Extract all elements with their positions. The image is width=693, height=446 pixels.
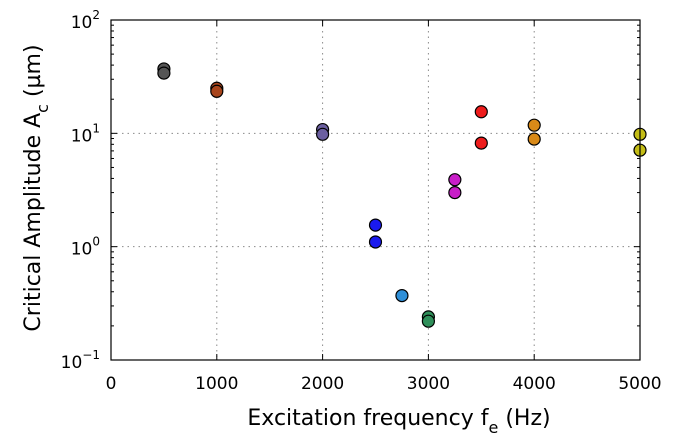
y-tick-label: 101 (71, 121, 100, 146)
x-axis-title-main: Excitation frequency f (247, 406, 489, 431)
x-axis-title-unit: (Hz) (498, 406, 550, 431)
y-axis-title: Critical Amplitude Ac (µm) (21, 44, 52, 331)
data-point (368, 218, 383, 232)
data-point (421, 314, 435, 328)
axis-ticks (110, 19, 641, 361)
y-axis-title-subscript: c (33, 104, 52, 113)
data-points (157, 62, 647, 328)
data-point (474, 136, 488, 150)
plot-frame (110, 19, 641, 361)
grid-lines (111, 20, 640, 360)
y-tick-labels: 10−1 100 101 102 (61, 8, 100, 373)
x-axis-title: Excitation frequency fe (Hz) (247, 406, 550, 437)
data-point (210, 84, 224, 98)
x-axis-title-subscript: e (488, 418, 498, 437)
y-tick-label: 10−1 (61, 348, 100, 373)
x-tick-label: 5000 (618, 374, 661, 394)
y-axis-title-main: Critical Amplitude A (21, 113, 46, 332)
x-tick-label: 3000 (407, 374, 450, 394)
x-tick-labels: 0 1000 2000 3000 4000 5000 (106, 374, 662, 394)
x-tick-label: 4000 (513, 374, 556, 394)
x-tick-label: 1000 (195, 374, 238, 394)
y-axis-title-unit: (µm) (21, 44, 46, 104)
data-point (448, 185, 462, 200)
x-tick-label: 0 (106, 374, 117, 394)
data-point (448, 173, 462, 187)
y-tick-label: 102 (71, 8, 100, 33)
data-point (527, 132, 541, 146)
data-point (368, 235, 383, 249)
data-point (157, 66, 171, 80)
data-point (316, 127, 330, 141)
x-tick-label: 2000 (301, 374, 344, 394)
data-point (527, 118, 541, 132)
y-tick-label: 100 (71, 235, 100, 260)
data-point (395, 289, 409, 303)
data-point (474, 105, 488, 119)
